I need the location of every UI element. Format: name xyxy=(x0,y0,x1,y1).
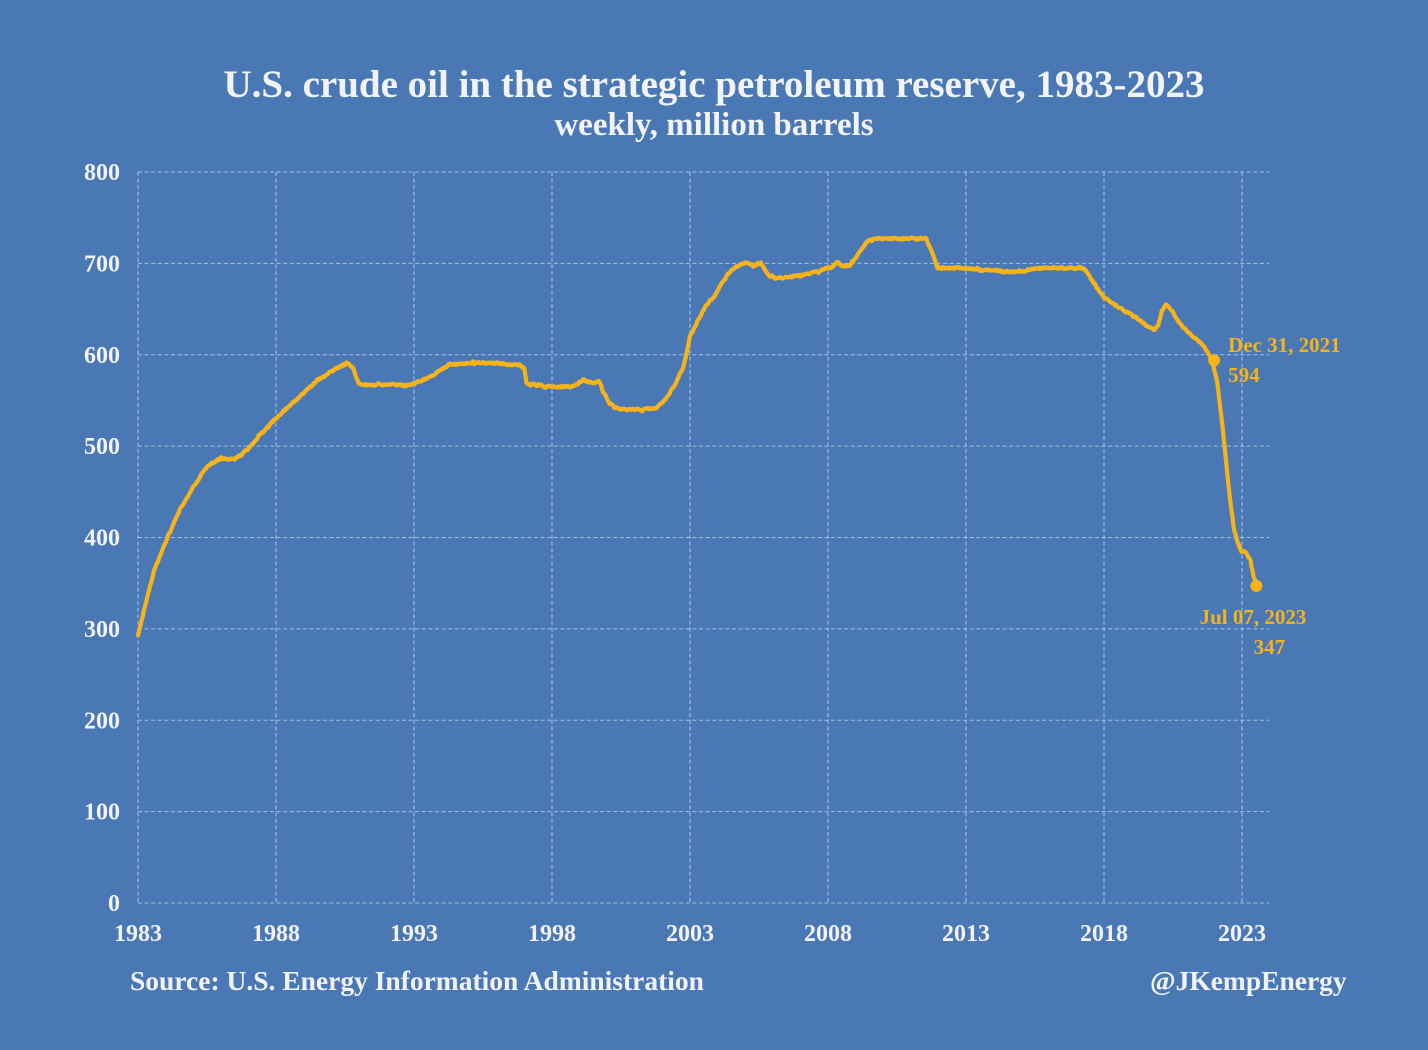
svg-text:2013: 2013 xyxy=(942,921,990,947)
svg-text:Jul 07, 2023: Jul 07, 2023 xyxy=(1200,605,1307,629)
svg-text:300: 300 xyxy=(84,617,120,643)
svg-text:347: 347 xyxy=(1254,635,1286,659)
svg-text:1998: 1998 xyxy=(528,921,576,947)
svg-text:Dec 31, 2021: Dec 31, 2021 xyxy=(1228,333,1341,357)
svg-text:2023: 2023 xyxy=(1218,921,1266,947)
svg-text:0: 0 xyxy=(108,891,120,917)
svg-text:600: 600 xyxy=(84,343,120,369)
svg-text:2008: 2008 xyxy=(804,921,852,947)
svg-text:1993: 1993 xyxy=(390,921,438,947)
svg-text:200: 200 xyxy=(84,708,120,734)
svg-text:594: 594 xyxy=(1228,363,1260,387)
svg-text:500: 500 xyxy=(84,434,120,460)
svg-text:1988: 1988 xyxy=(252,921,300,947)
svg-text:400: 400 xyxy=(84,526,120,552)
svg-text:1983: 1983 xyxy=(114,921,162,947)
svg-text:700: 700 xyxy=(84,251,120,277)
svg-text:2003: 2003 xyxy=(666,921,714,947)
svg-text:100: 100 xyxy=(84,800,120,826)
svg-text:800: 800 xyxy=(84,160,120,186)
svg-text:2018: 2018 xyxy=(1080,921,1128,947)
